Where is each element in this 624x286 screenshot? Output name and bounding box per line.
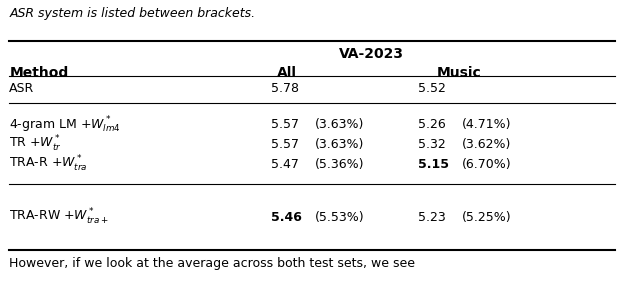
Text: 5.23: 5.23: [418, 211, 446, 224]
Text: Method: Method: [9, 66, 69, 80]
Text: 5.15: 5.15: [418, 158, 449, 171]
Text: TRA-R $+W^*_{tra}$: TRA-R $+W^*_{tra}$: [9, 154, 88, 174]
Text: (3.63%): (3.63%): [315, 118, 364, 131]
Text: 5.46: 5.46: [271, 211, 302, 224]
Text: (4.71%): (4.71%): [462, 118, 511, 131]
Text: 5.57: 5.57: [271, 138, 300, 151]
Text: TR $+W^*_{tr}$: TR $+W^*_{tr}$: [9, 134, 62, 154]
Text: 5.26: 5.26: [418, 118, 446, 131]
Text: (5.53%): (5.53%): [315, 211, 365, 224]
Text: 5.52: 5.52: [418, 82, 446, 95]
Text: 5.78: 5.78: [271, 82, 300, 95]
Text: 5.32: 5.32: [418, 138, 446, 151]
Text: (3.63%): (3.63%): [315, 138, 364, 151]
Text: (5.36%): (5.36%): [315, 158, 364, 171]
Text: ASR system is listed between brackets.: ASR system is listed between brackets.: [9, 7, 255, 20]
Text: (3.62%): (3.62%): [462, 138, 511, 151]
Text: Music: Music: [436, 66, 481, 80]
Text: All: All: [277, 66, 297, 80]
Text: 5.47: 5.47: [271, 158, 300, 171]
Text: However, if we look at the average across both test sets, we see: However, if we look at the average acros…: [9, 257, 416, 270]
Text: 4-gram LM $+W^*_{lm4}$: 4-gram LM $+W^*_{lm4}$: [9, 114, 121, 134]
Text: VA-2023: VA-2023: [339, 47, 404, 61]
Text: (6.70%): (6.70%): [462, 158, 512, 171]
Text: ASR: ASR: [9, 82, 34, 95]
Text: (5.25%): (5.25%): [462, 211, 512, 224]
Text: TRA-RW $+W^*_{tra+}$: TRA-RW $+W^*_{tra+}$: [9, 207, 109, 227]
Text: 5.57: 5.57: [271, 118, 300, 131]
